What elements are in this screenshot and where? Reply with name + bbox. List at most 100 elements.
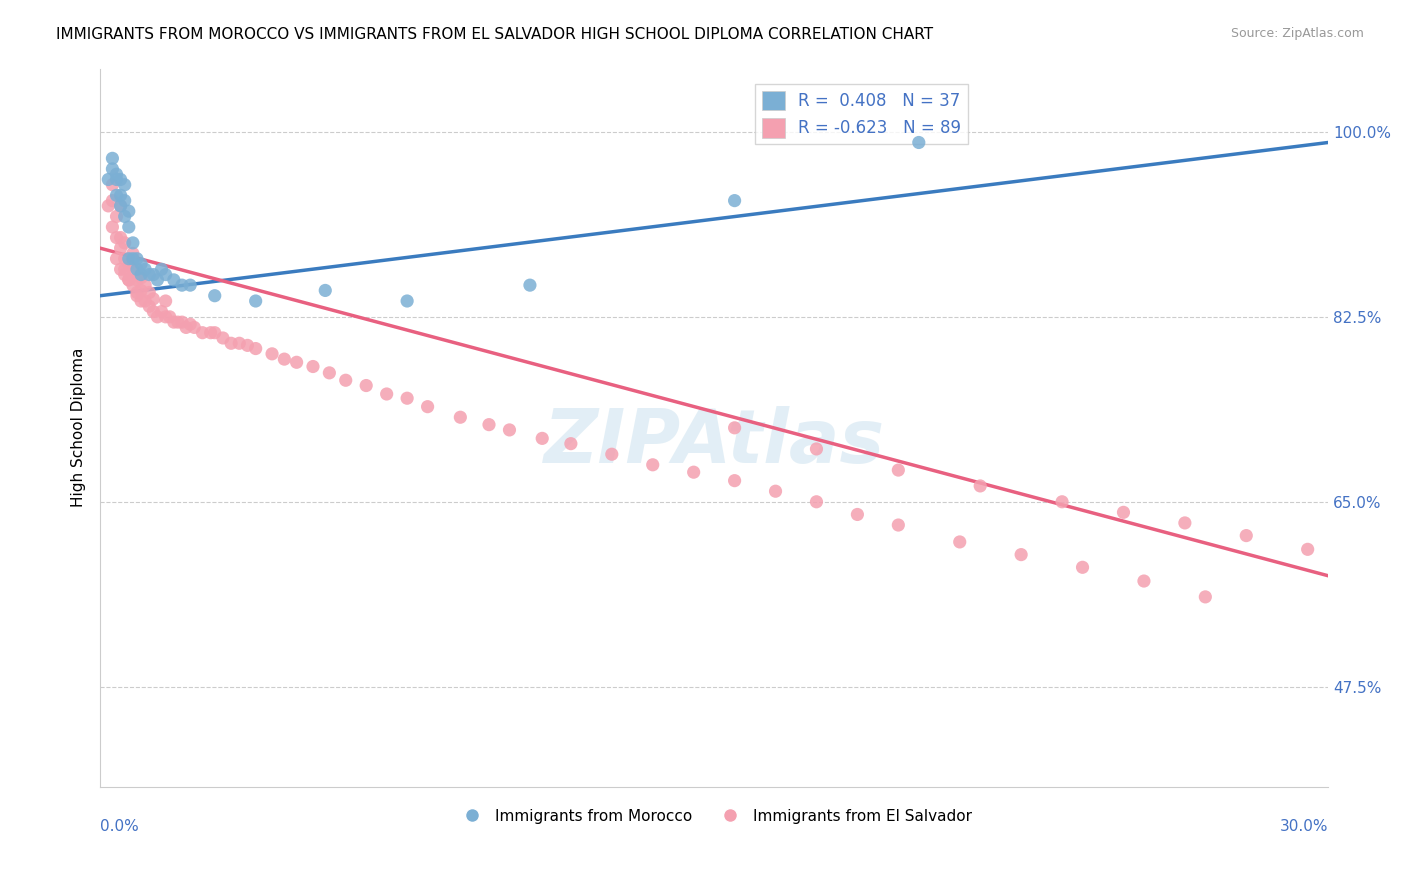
Legend: Immigrants from Morocco, Immigrants from El Salvador: Immigrants from Morocco, Immigrants from… [450,803,979,830]
Point [200,326,222,340]
Point [167,315,190,329]
Point [125,273,148,287]
Point [155,268,177,282]
Point [129,293,152,308]
Point [110,230,132,244]
Point [122,235,145,250]
Text: IMMIGRANTS FROM MOROCCO VS IMMIGRANTS FROM EL SALVADOR HIGH SCHOOL DIPLOMA CORRE: IMMIGRANTS FROM MOROCCO VS IMMIGRANTS FR… [56,27,934,42]
Point [449,410,471,425]
Y-axis label: High School Diploma: High School Diploma [72,348,86,508]
Point [105,167,128,181]
Point [122,246,145,260]
Point [531,431,554,445]
Point [101,161,124,176]
Point [114,178,136,192]
Point [138,285,160,300]
Point [969,479,991,493]
Point [110,241,132,255]
Point [125,262,148,277]
Point [765,484,787,499]
Point [101,152,124,166]
Point [122,262,145,277]
Point [150,262,173,277]
Point [191,326,214,340]
Point [416,400,439,414]
Point [204,289,226,303]
Point [155,310,177,324]
Point [228,336,250,351]
Point [97,172,120,186]
Point [1010,548,1032,562]
Point [101,194,124,208]
Point [273,352,295,367]
Point [105,188,128,202]
Point [1296,542,1319,557]
Point [114,252,136,266]
Text: Source: ZipAtlas.com: Source: ZipAtlas.com [1230,27,1364,40]
Point [375,387,398,401]
Point [183,320,205,334]
Point [138,268,160,282]
Point [134,262,156,277]
Point [146,310,169,324]
Point [498,423,520,437]
Point [1112,505,1135,519]
Point [907,136,929,150]
Point [97,199,120,213]
Point [105,230,128,244]
Point [142,304,165,318]
Point [101,220,124,235]
Point [396,293,419,308]
Point [174,320,197,334]
Point [125,289,148,303]
Point [125,285,148,300]
Point [118,252,141,266]
Text: 30.0%: 30.0% [1279,819,1329,834]
Point [1234,528,1257,542]
Point [245,293,267,308]
Point [1133,574,1156,588]
Point [212,331,235,345]
Point [129,268,152,282]
Point [1174,516,1197,530]
Point [236,338,259,352]
Point [142,268,165,282]
Point [114,268,136,282]
Point [122,278,145,293]
Point [335,373,357,387]
Point [114,262,136,277]
Point [110,199,132,213]
Point [519,278,541,293]
Point [949,535,972,549]
Point [138,299,160,313]
Point [105,210,128,224]
Point [134,293,156,308]
Point [118,204,141,219]
Point [142,292,165,306]
Point [682,465,704,479]
Point [159,310,181,324]
Point [285,355,308,369]
Point [150,304,173,318]
Point [122,252,145,266]
Point [110,262,132,277]
Point [155,293,177,308]
Point [163,315,186,329]
Point [118,220,141,235]
Point [318,366,340,380]
Point [163,273,186,287]
Point [600,447,623,461]
Point [641,458,664,472]
Point [114,210,136,224]
Point [118,273,141,287]
Point [179,318,201,332]
Point [179,278,201,293]
Point [105,252,128,266]
Point [118,257,141,271]
Point [219,336,242,351]
Point [806,442,828,456]
Point [887,518,910,533]
Point [125,252,148,266]
Point [723,194,745,208]
Point [560,436,582,450]
